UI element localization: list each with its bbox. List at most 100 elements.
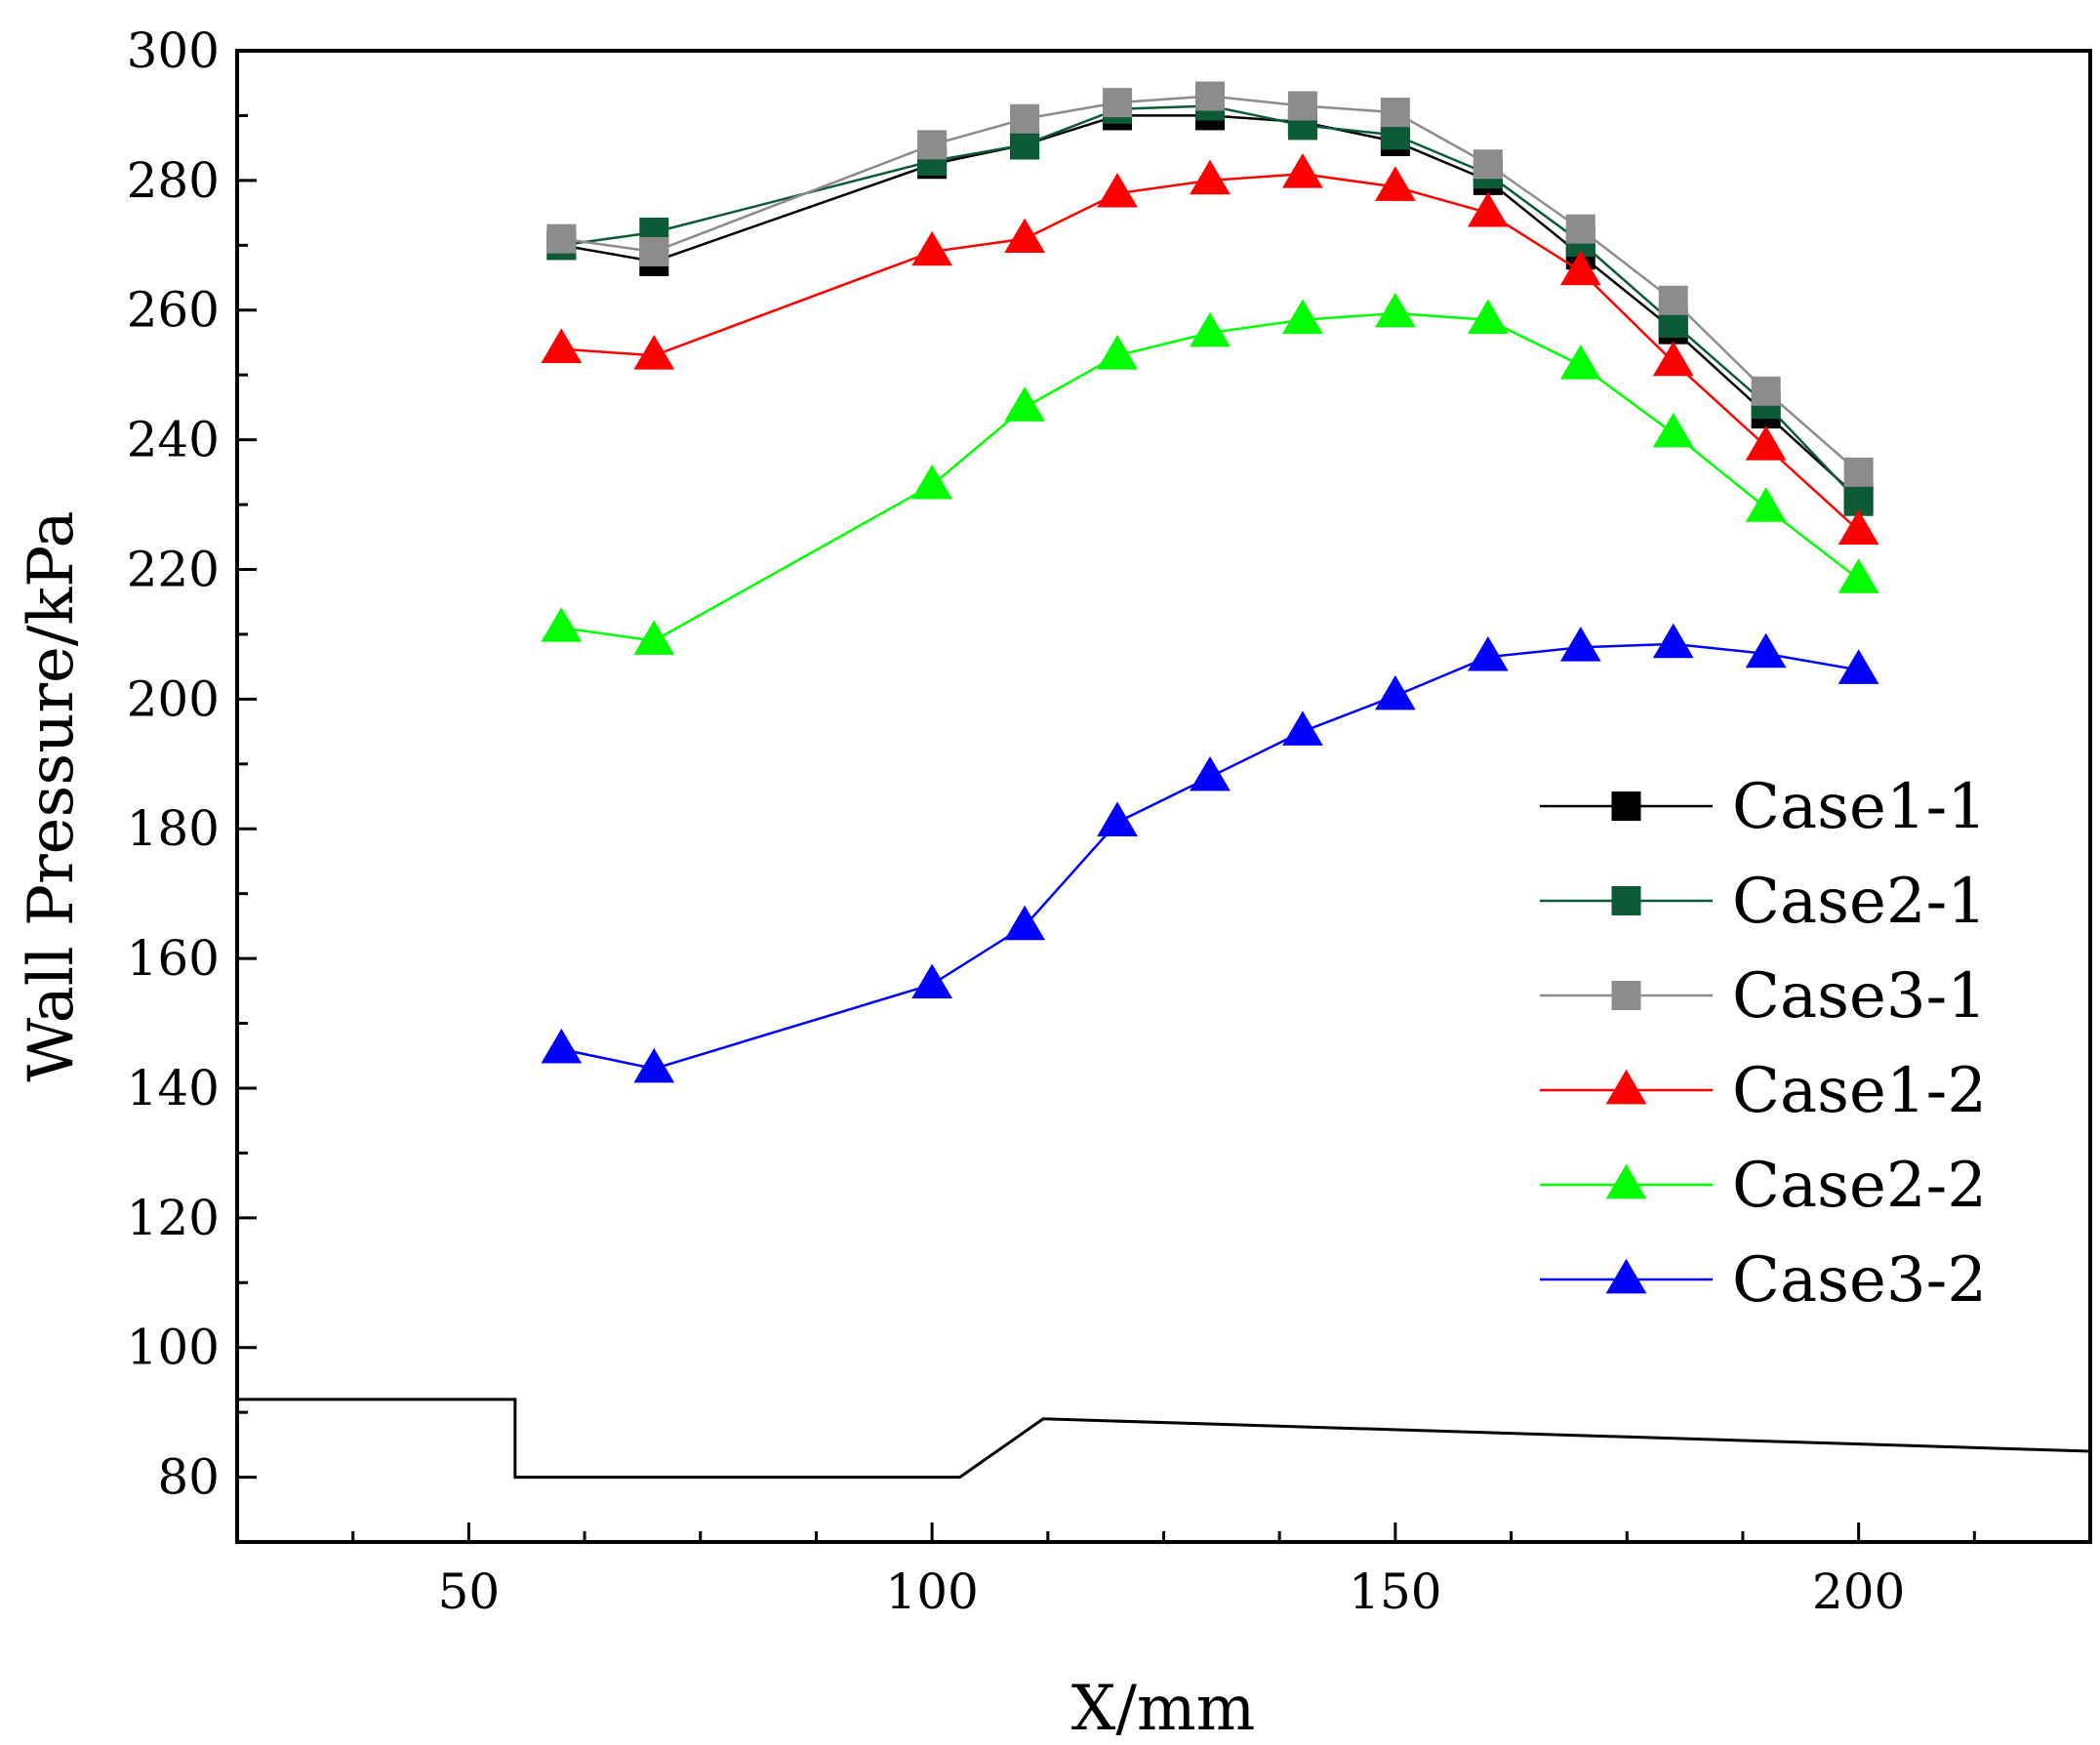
y-tick-label: 200 bbox=[127, 670, 220, 727]
y-tick-label: 240 bbox=[127, 412, 220, 468]
data-point bbox=[1652, 412, 1694, 448]
legend-marker bbox=[1611, 886, 1641, 915]
data-point bbox=[546, 223, 577, 254]
data-point bbox=[1010, 130, 1040, 160]
data-point bbox=[1467, 299, 1509, 335]
data-point bbox=[911, 963, 953, 999]
data-point bbox=[633, 1047, 675, 1083]
legend-label: Case3-1 bbox=[1732, 960, 1987, 1033]
y-tick-label: 120 bbox=[127, 1190, 220, 1246]
axis-ticks bbox=[235, 49, 2092, 1544]
data-point bbox=[911, 230, 953, 266]
legend-item: Case2-2 bbox=[1540, 1150, 1987, 1222]
data-point bbox=[1190, 311, 1231, 347]
data-point bbox=[1374, 674, 1416, 710]
series-Case2-2 bbox=[541, 292, 1879, 655]
data-point bbox=[639, 236, 669, 266]
data-point bbox=[1097, 172, 1138, 208]
y-tick-label: 100 bbox=[127, 1319, 220, 1376]
y-axis-title: Wall Pressure/kPa bbox=[16, 510, 88, 1081]
legend-label: Case2-2 bbox=[1732, 1150, 1987, 1222]
data-point bbox=[1652, 623, 1694, 659]
series-Case3-1 bbox=[546, 81, 1874, 487]
data-point bbox=[1287, 91, 1317, 121]
legend-marker bbox=[1611, 791, 1641, 821]
data-point bbox=[541, 607, 583, 642]
data-point bbox=[1838, 558, 1879, 593]
data-point bbox=[1838, 509, 1879, 545]
series-line bbox=[561, 172, 1860, 532]
y-tick-label: 80 bbox=[157, 1449, 220, 1506]
data-point bbox=[1282, 710, 1323, 746]
data-point bbox=[1467, 635, 1509, 671]
y-tick-label: 160 bbox=[127, 930, 220, 987]
data-point bbox=[1380, 98, 1410, 128]
legend-label: Case3-2 bbox=[1732, 1244, 1987, 1317]
data-point bbox=[1843, 457, 1874, 487]
geometry-profile-layer bbox=[237, 1398, 2091, 1480]
data-point bbox=[633, 620, 675, 655]
data-point bbox=[1282, 153, 1323, 188]
legend-item: Case1-1 bbox=[1540, 771, 1987, 843]
geometry-profile bbox=[237, 1398, 2091, 1480]
legend: Case1-1 Case2-1 Case3-1 Case1-2 Case2-2 Case3… bbox=[1540, 771, 1987, 1317]
x-tick-label: 200 bbox=[1812, 1563, 1905, 1620]
data-point bbox=[1374, 166, 1416, 201]
legend-marker bbox=[1605, 1163, 1647, 1199]
data-point bbox=[541, 328, 583, 363]
data-point bbox=[1194, 81, 1225, 111]
legend-marker bbox=[1605, 1258, 1647, 1294]
legend-label: Case1-1 bbox=[1732, 771, 1987, 843]
x-tick-label: 100 bbox=[885, 1563, 978, 1620]
data-point bbox=[1559, 626, 1601, 662]
data-point bbox=[1374, 292, 1416, 328]
legend-item: Case3-2 bbox=[1540, 1244, 1987, 1317]
data-point bbox=[1004, 905, 1045, 941]
data-point bbox=[1010, 103, 1040, 134]
y-tick-label: 260 bbox=[127, 282, 220, 339]
data-point bbox=[1097, 335, 1138, 370]
series-line bbox=[561, 95, 1860, 473]
data-point bbox=[1004, 218, 1045, 254]
data-point bbox=[1838, 649, 1879, 684]
data-point bbox=[541, 1028, 583, 1064]
data-point bbox=[1559, 250, 1601, 286]
data-point bbox=[1004, 386, 1045, 422]
y-tick-label: 280 bbox=[127, 152, 220, 209]
data-point bbox=[1658, 285, 1688, 315]
y-tick-label: 140 bbox=[127, 1060, 220, 1116]
y-tick-label: 180 bbox=[127, 800, 220, 857]
legend-item: Case3-1 bbox=[1540, 960, 1987, 1033]
data-point bbox=[1652, 341, 1694, 377]
data-point bbox=[1745, 487, 1787, 522]
data-point bbox=[911, 464, 953, 500]
legend-item: Case2-1 bbox=[1540, 866, 1987, 938]
data-point bbox=[633, 335, 675, 370]
x-axis-title: X/mm bbox=[1071, 1673, 1256, 1745]
series-Case1-2 bbox=[541, 153, 1879, 545]
y-tick-label: 220 bbox=[127, 541, 220, 597]
legend-item: Case1-2 bbox=[1540, 1055, 1987, 1127]
y-tick-label: 300 bbox=[127, 22, 220, 79]
data-point bbox=[917, 130, 948, 160]
series-layer bbox=[541, 81, 1879, 1083]
data-point bbox=[1097, 801, 1138, 836]
data-point bbox=[1745, 632, 1787, 669]
legend-label: Case1-2 bbox=[1732, 1055, 1987, 1127]
data-point bbox=[1751, 376, 1781, 406]
data-point bbox=[1103, 88, 1133, 118]
series-Case3-2 bbox=[541, 623, 1879, 1083]
data-point bbox=[1190, 755, 1231, 791]
data-point bbox=[1565, 214, 1595, 244]
data-point bbox=[1559, 345, 1601, 380]
data-point bbox=[1473, 149, 1503, 180]
legend-label: Case2-1 bbox=[1732, 866, 1987, 938]
legend-marker bbox=[1611, 981, 1641, 1010]
series-line bbox=[561, 642, 1859, 1071]
tick-labels: 50 100 150 200 80 100 120 140 160 180 200 220 240 260… bbox=[127, 22, 1906, 1620]
data-point bbox=[1190, 159, 1231, 195]
x-tick-label: 150 bbox=[1349, 1563, 1441, 1620]
data-point bbox=[1282, 299, 1323, 335]
x-tick-label: 50 bbox=[438, 1563, 501, 1620]
